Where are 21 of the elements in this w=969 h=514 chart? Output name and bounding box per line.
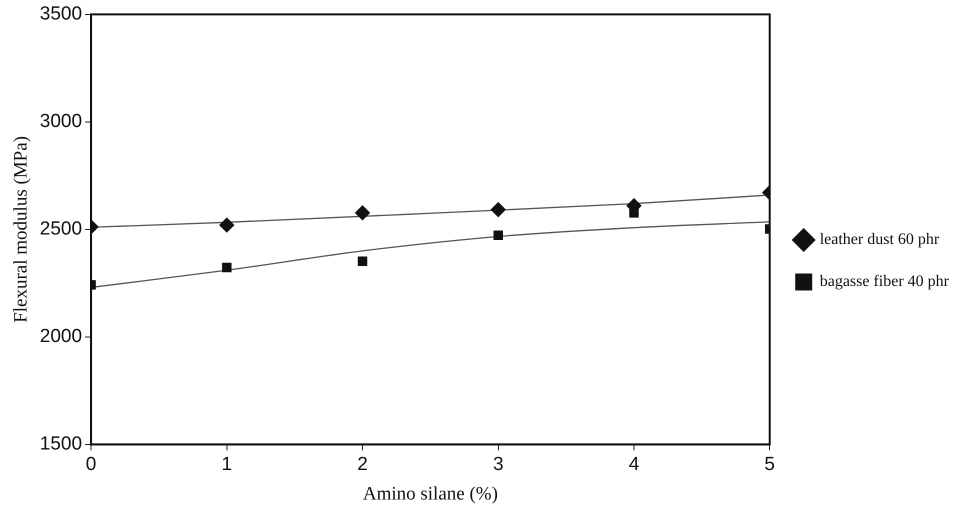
x-tick-label: 3 (492, 454, 504, 476)
legend-label: bagasse fiber 40 phr (820, 273, 950, 290)
y-tick-label: 3000 (40, 111, 82, 132)
point (490, 202, 506, 218)
point (358, 256, 368, 266)
point (494, 230, 503, 240)
point (222, 262, 232, 272)
x-tick-label: 0 (86, 454, 96, 476)
x-tick-label: 2 (357, 454, 368, 476)
point (355, 205, 370, 220)
legend-label: leather dust 60 phr (820, 231, 940, 248)
y-tick-label: 2000 (40, 326, 82, 348)
point (219, 218, 234, 233)
y-axis-title: Flexural modulus (MPa) (10, 136, 32, 323)
x-tick-label: 4 (628, 454, 640, 476)
y-tick-label: 3500 (40, 4, 82, 25)
y-tick-label: 1500 (40, 434, 82, 455)
y-tick-label: 2500 (40, 218, 82, 240)
x-axis-title: Amino silane (%) (362, 484, 498, 505)
x-tick-label: 5 (764, 454, 775, 476)
x-tick-label: 1 (222, 454, 232, 476)
